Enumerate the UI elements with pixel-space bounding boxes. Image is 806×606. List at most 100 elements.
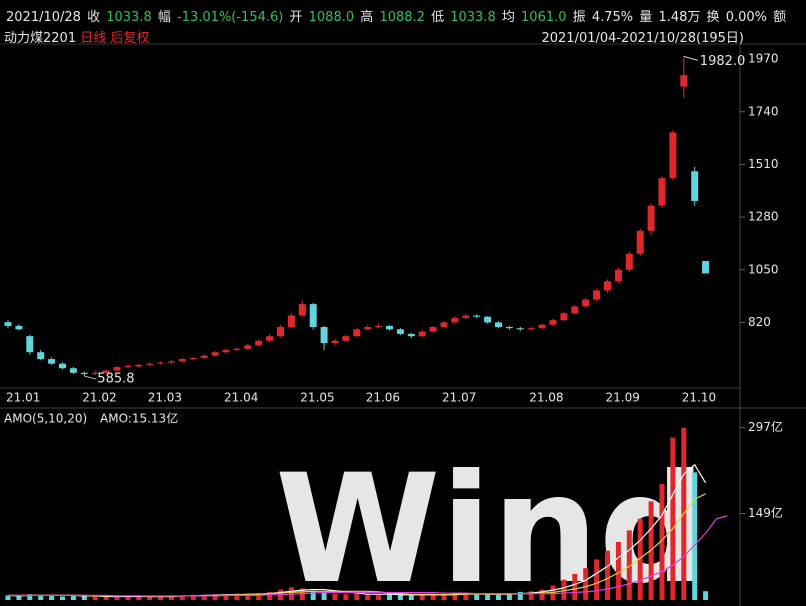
candle-body: [255, 340, 263, 346]
field-label: 额: [773, 10, 787, 25]
volume-bar: [441, 593, 447, 600]
volume-bar: [179, 595, 185, 600]
candle-body: [4, 322, 12, 326]
y-tick-label: 1510: [748, 157, 779, 171]
volume-bar: [332, 593, 338, 600]
volume-bar: [190, 594, 196, 600]
low-label: 585.8: [97, 372, 134, 387]
x-tick-label: 21.03: [148, 391, 182, 405]
candle-body: [287, 315, 295, 328]
volume-bar: [615, 541, 621, 600]
field-value: 1088.2: [379, 10, 425, 25]
volume-bar: [267, 591, 273, 600]
candle-body: [418, 331, 426, 337]
field-value: 1061.0: [521, 10, 567, 25]
candle-body: [69, 368, 77, 373]
y-tick-label: 1280: [748, 210, 779, 224]
volume-bar: [125, 597, 131, 600]
x-tick-label: 21.09: [606, 391, 640, 405]
candle-body: [266, 336, 274, 341]
volume-bar: [485, 594, 491, 600]
panel-current: AMO:15.13亿: [100, 411, 178, 426]
volume-bar: [496, 594, 501, 600]
x-tick-label: 21.02: [82, 391, 116, 405]
candle-body: [484, 316, 492, 323]
volume-bar: [387, 594, 392, 600]
volume-bar: [452, 593, 458, 600]
x-tick-label: 21.10: [682, 391, 716, 405]
candle-body: [702, 261, 710, 274]
high-label: 1982.0: [700, 54, 746, 69]
volume-bar: [16, 596, 22, 600]
volume-bar: [637, 518, 643, 600]
period: 日线: [80, 31, 107, 46]
field-value: 0.00%: [725, 10, 767, 25]
leader-line: [84, 375, 97, 380]
candle-body: [168, 361, 175, 363]
candle-body: [451, 317, 459, 323]
candle-body: [157, 362, 165, 364]
candle-body: [364, 327, 372, 330]
volume-bar: [626, 530, 632, 600]
leader-line: [683, 55, 698, 61]
candle-body: [298, 304, 306, 316]
y-tick-label: 149亿: [748, 505, 783, 520]
volume-bar: [474, 594, 480, 600]
volume-bar: [92, 596, 98, 600]
candle-body: [495, 322, 502, 328]
candle-body: [669, 132, 677, 179]
volume-bar: [201, 595, 207, 600]
candle-body: [516, 328, 524, 330]
field-label: 振: [572, 10, 586, 25]
volume-bar: [245, 594, 251, 600]
candle-body: [331, 340, 339, 344]
candle-body: [440, 322, 448, 328]
candle-body: [636, 230, 644, 254]
volume-bar: [605, 550, 610, 600]
volume-bar: [376, 594, 382, 600]
x-tick-label: 21.06: [366, 391, 400, 405]
volume-bar: [60, 596, 65, 600]
candle-body: [658, 178, 666, 206]
candle-body: [549, 320, 557, 325]
candle-body: [396, 329, 404, 334]
candle-body: [462, 315, 470, 318]
candle-body: [211, 352, 219, 356]
x-tick-label: 21.05: [300, 391, 334, 405]
field-label: 开: [289, 10, 303, 25]
volume-bar: [27, 594, 33, 600]
candle-body: [124, 365, 132, 368]
volume-bar: [81, 595, 87, 600]
candle-body: [135, 364, 143, 367]
candle-body: [277, 327, 284, 337]
candle-body: [146, 363, 154, 365]
field-value: 1088.0: [308, 10, 355, 25]
candle-body: [113, 367, 121, 371]
volume-bar: [136, 596, 142, 600]
volume-bar: [310, 590, 316, 600]
volume-bar: [430, 594, 436, 600]
candle-body: [582, 299, 590, 307]
candle-body: [429, 327, 437, 332]
candle-body: [593, 290, 601, 300]
candle-body: [233, 348, 241, 350]
y-tick-label: 1050: [748, 262, 779, 276]
volume-bar: [256, 593, 262, 600]
volume-bar: [354, 594, 360, 600]
volume-bar: [212, 594, 218, 600]
field-label: 换: [706, 10, 720, 25]
field-label: 幅: [157, 10, 171, 25]
quote-date: 2021/10/28: [6, 10, 81, 25]
y-tick-label: 1740: [748, 104, 779, 118]
volume-bar: [70, 595, 76, 600]
candle-body: [26, 336, 34, 353]
candle-body: [386, 325, 393, 330]
symbol: 动力煤2201: [4, 31, 77, 46]
field-value: 1.48万: [658, 10, 701, 25]
adjust: 后复权: [110, 31, 150, 46]
watermark: Wind: [275, 443, 706, 606]
candle-body: [614, 269, 622, 282]
field-label: 收: [87, 10, 101, 25]
volume-bar: [594, 559, 600, 600]
